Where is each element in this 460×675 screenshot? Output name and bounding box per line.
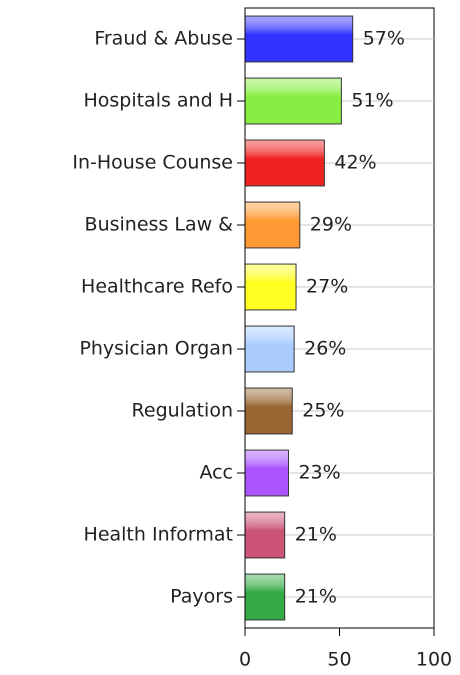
bar	[244, 139, 325, 187]
bar	[244, 201, 301, 249]
bar	[244, 263, 297, 311]
y-tick-label: Fraud & Abuse	[94, 28, 233, 50]
bar	[244, 387, 293, 435]
y-tick-label: Payors	[170, 586, 233, 608]
y-tick-label: Health Informat	[84, 524, 233, 546]
value-label: 25%	[302, 400, 344, 422]
value-label: 51%	[351, 90, 393, 112]
x-tick-label: 0	[239, 649, 251, 671]
y-tick-label: Regulation	[132, 400, 233, 422]
bar	[244, 573, 286, 621]
y-tick-label: Healthcare Refo	[81, 276, 233, 298]
bar	[244, 77, 342, 125]
y-tick-label: Acc	[199, 462, 233, 484]
value-label: 21%	[295, 586, 337, 608]
y-tick-label: Hospitals and H	[83, 90, 233, 112]
x-tick-label: 100	[416, 649, 452, 671]
value-label: 26%	[304, 338, 346, 360]
value-label: 29%	[310, 214, 352, 236]
value-label: 42%	[334, 152, 376, 174]
value-label: 23%	[298, 462, 340, 484]
bar	[244, 511, 286, 559]
bar	[244, 15, 354, 63]
bar	[244, 449, 289, 497]
x-tick-label: 50	[327, 649, 351, 671]
bar	[244, 325, 295, 373]
y-tick-label: Business Law &	[85, 214, 234, 236]
value-label: 27%	[306, 276, 348, 298]
y-tick-label: Physician Organ	[79, 338, 233, 360]
value-label: 57%	[363, 28, 405, 50]
y-tick-label: In-House Counse	[72, 152, 233, 174]
value-label: 21%	[295, 524, 337, 546]
